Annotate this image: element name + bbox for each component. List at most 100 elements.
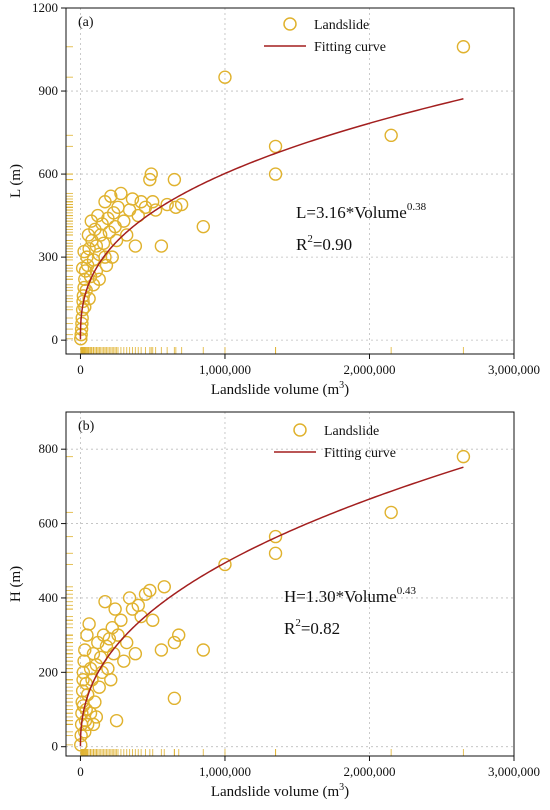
y-axis-title: L (m)	[8, 164, 24, 198]
scatter-point	[89, 710, 104, 724]
y-tick-label: 600	[39, 516, 59, 531]
legend-label-fitting-curve: Fitting curve	[324, 446, 396, 461]
x-tick-label: 2,000,000	[343, 764, 395, 779]
scatter-point	[456, 449, 471, 464]
scatter-point	[111, 628, 125, 642]
panel-b: 0 1,000,000 2,000,000 3,000,000 0 200 400 600 8…	[8, 411, 540, 800]
scatter-point	[125, 192, 140, 206]
scatter-point	[119, 228, 134, 242]
scatter-point	[117, 654, 131, 668]
legend-label-landslide: Landslide	[314, 18, 369, 33]
scatter-point	[122, 203, 137, 217]
y-tick-label: 300	[39, 249, 59, 264]
scatter-point	[160, 197, 174, 212]
scatter-point	[88, 695, 102, 709]
scatter-point	[76, 673, 90, 687]
panel-label: (a)	[78, 15, 94, 30]
scatter-point	[167, 172, 182, 187]
scatter-points	[74, 40, 471, 346]
plot-frame	[65, 7, 515, 355]
legend: Landslide Fitting curve	[264, 17, 386, 55]
scatter-point	[79, 702, 93, 717]
scatter-point	[75, 261, 90, 275]
fit-equation: H=1.30*Volume0.43	[284, 585, 416, 606]
y-tick-label: 1200	[32, 0, 58, 15]
r-squared: R2=0.82	[284, 617, 340, 638]
scatter-point	[268, 546, 283, 561]
scatter-point	[92, 680, 106, 694]
scatter-point	[78, 643, 92, 657]
x-tick-label: 1,000,000	[199, 764, 251, 779]
scatter-point	[456, 40, 471, 54]
scatter-point	[119, 635, 134, 650]
scatter-point	[172, 628, 186, 642]
legend-label-fitting-curve: Fitting curve	[314, 40, 386, 55]
panel-label: (b)	[78, 419, 95, 434]
scatter-point	[146, 195, 160, 209]
x-tick-label: 3,000,000	[488, 764, 540, 779]
x-tick-label: 2,000,000	[343, 362, 395, 377]
y-tick-label: 200	[39, 664, 59, 679]
scatter-point	[81, 228, 96, 242]
x-tick-label: 0	[77, 362, 84, 377]
x-tick-label: 3,000,000	[488, 362, 540, 377]
scatter-point	[143, 172, 157, 187]
scatter-point	[144, 167, 158, 181]
scatter-point	[384, 505, 398, 520]
scatter-point	[86, 717, 101, 732]
scatter-point	[128, 239, 143, 253]
scatter-point	[154, 239, 169, 253]
scatter-point	[98, 594, 112, 609]
scatter-point	[82, 291, 96, 306]
scatter-point	[92, 272, 106, 286]
grid-lines	[66, 412, 515, 756]
r-squared: R2=0.90	[296, 233, 352, 254]
scatter-point	[196, 643, 210, 657]
scatter-point	[106, 647, 121, 661]
y-axis-title: H (m)	[8, 566, 24, 602]
scatter-point	[146, 613, 160, 627]
scatter-point	[196, 219, 210, 234]
plot-frame	[65, 411, 515, 757]
scatter-point	[268, 529, 283, 544]
scatter-point	[98, 250, 112, 264]
scatter-point	[384, 128, 398, 143]
scatter-point	[77, 244, 91, 259]
scatter-point	[114, 613, 128, 627]
scatter-point	[154, 643, 169, 657]
scatter-point	[268, 139, 283, 154]
scatter-point	[128, 647, 143, 661]
y-tick-label: 0	[52, 332, 59, 347]
scatter-point	[77, 280, 91, 295]
scatter-point	[99, 639, 114, 653]
scatter-point	[117, 214, 131, 228]
y-tick-label: 900	[39, 83, 59, 98]
y-axis-ticks: 0 200 400 600 800	[39, 441, 66, 754]
scatter-point	[148, 203, 163, 217]
scatter-point	[74, 322, 89, 336]
scatter-point	[114, 186, 128, 201]
scatter-point	[218, 70, 232, 84]
scatter-point	[78, 725, 92, 739]
y-tick-label: 800	[39, 441, 59, 456]
scatter-point	[167, 691, 182, 706]
rug-marks	[66, 46, 464, 354]
scatter-point	[109, 713, 124, 728]
fitting-curve-line	[79, 466, 464, 747]
legend-marker-landslide	[283, 17, 297, 31]
fitting-curve-line	[79, 98, 464, 340]
x-axis-title: Landslide volume (m3)	[211, 782, 349, 800]
scatter-point	[82, 617, 96, 631]
y-tick-label: 600	[39, 166, 59, 181]
scatter-point	[268, 167, 283, 181]
x-axis-title: Landslide volume (m3)	[211, 380, 349, 398]
y-tick-label: 400	[39, 590, 59, 605]
legend-marker-landslide	[293, 423, 307, 437]
grid-lines	[66, 7, 515, 354]
y-tick-label: 0	[52, 739, 59, 754]
x-axis-ticks: 0 1,000,000 2,000,000 3,000,000	[77, 354, 540, 377]
scatter-point	[174, 197, 189, 212]
x-tick-label: 1,000,000	[199, 362, 251, 377]
panel-a: 0 1,000,000 2,000,000 3,000,000 0 300 600 900 1…	[8, 0, 540, 398]
